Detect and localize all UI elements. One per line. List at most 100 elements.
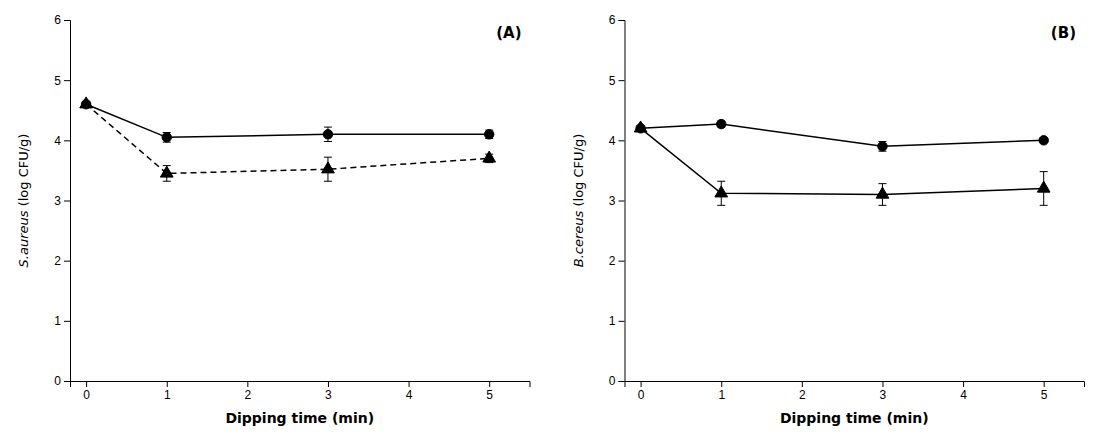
tick-mark [721, 381, 722, 387]
axis-line [625, 382, 1085, 388]
tick: 3 [325, 381, 332, 402]
marker [322, 162, 335, 173]
tick: 0 [609, 374, 625, 388]
panel-label: (A) [496, 24, 521, 42]
tick-label: 5 [54, 74, 61, 88]
tick-label: 0 [54, 374, 61, 388]
tick-label: 0 [609, 374, 616, 388]
marker [634, 121, 647, 132]
panel: 0123450123456Dipping time (min)S.aureus … [16, 13, 530, 426]
tick-mark [328, 381, 329, 387]
tick-label: 4 [406, 388, 413, 402]
panel-label: (B) [1051, 24, 1076, 42]
tick-label: 5 [609, 74, 616, 88]
series-line [86, 104, 489, 137]
tick-mark [1044, 381, 1045, 387]
error-bar [163, 133, 171, 143]
x-axis-title: Dipping time (min) [225, 410, 374, 426]
tick-label: 4 [54, 134, 61, 148]
marker [1039, 136, 1048, 145]
tick-mark [64, 80, 70, 81]
tick: 4 [54, 134, 70, 148]
marker [323, 130, 332, 139]
tick-label: 3 [880, 388, 887, 402]
tick: 5 [1041, 381, 1048, 402]
tick-mark [86, 381, 87, 387]
tick: 5 [486, 381, 493, 402]
marker [1037, 181, 1050, 192]
tick-mark [409, 381, 410, 387]
marker [715, 186, 728, 197]
tick-mark [619, 201, 625, 202]
tick: 1 [718, 381, 725, 402]
tick: 4 [960, 381, 967, 402]
series-line [86, 104, 489, 173]
series [81, 100, 494, 143]
plot-area [80, 97, 496, 181]
tick-mark [641, 381, 642, 387]
tick: 0 [638, 381, 645, 402]
y-axis-title: B.cereus (log CFU/g) [571, 134, 586, 268]
error-bar [324, 127, 332, 141]
tick-label: 2 [609, 254, 616, 268]
tick-label: 5 [486, 388, 493, 402]
tick-mark [247, 381, 248, 387]
tick: 3 [880, 381, 887, 402]
panel: 0 1 2 3 4 5 0 1 2 3 4 5 6 Dipping time (min) B.cereus … [571, 13, 1085, 426]
tick-label: 4 [960, 388, 967, 402]
tick-label: 0 [638, 388, 645, 402]
tick: 2 [799, 381, 806, 402]
tick: 5 [609, 74, 625, 88]
marker [80, 97, 93, 108]
tick-label: 6 [54, 13, 61, 27]
tick: 2 [54, 254, 70, 268]
tick: 6 [609, 13, 625, 27]
tick-mark [802, 381, 803, 387]
marker [876, 187, 889, 198]
series [80, 97, 496, 181]
tick-label: 3 [54, 194, 61, 208]
series [636, 119, 1049, 151]
series-line [641, 124, 1044, 146]
tick-mark [619, 321, 625, 322]
plot-area [634, 119, 1050, 205]
tick-mark [882, 381, 883, 387]
tick-label: 1 [54, 314, 61, 328]
tick-mark [64, 20, 70, 21]
tick-label: 3 [325, 388, 332, 402]
tick: 5 [54, 74, 70, 88]
tick-mark [619, 140, 625, 141]
axis-line [64, 21, 71, 382]
tick: 6 [54, 13, 70, 27]
tick: 2 [245, 381, 252, 402]
series-line [641, 128, 1044, 194]
tick-label: 4 [609, 134, 616, 148]
axis-line [619, 21, 626, 382]
tick-label: 1 [609, 314, 616, 328]
tick-label: 6 [609, 13, 616, 27]
tick-mark [64, 201, 70, 202]
marker [484, 130, 493, 139]
tick: 0 [54, 374, 70, 388]
tick-label: 2 [54, 254, 61, 268]
tick: 4 [406, 381, 413, 402]
chart-root: 0123450123456Dipping time (min)S.aureus … [0, 0, 1109, 436]
tick-mark [64, 381, 70, 382]
tick-label: 0 [83, 388, 90, 402]
tick-label: 3 [609, 194, 616, 208]
tick: 1 [609, 314, 625, 328]
tick-mark [619, 261, 625, 262]
x-axis: 0 1 2 3 4 5 [625, 381, 1085, 402]
tick-mark [619, 381, 625, 382]
tick-mark [64, 261, 70, 262]
tick-mark [489, 381, 490, 387]
tick-label: 1 [718, 388, 725, 402]
marker [162, 133, 171, 142]
tick-label: 1 [164, 388, 171, 402]
tick: 3 [54, 194, 70, 208]
x-axis: 0 1 2 3 4 5 [71, 381, 531, 402]
x-axis-title: Dipping time (min) [780, 410, 929, 426]
tick: 3 [609, 194, 625, 208]
y-axis: 0 1 2 3 4 5 6 [609, 13, 625, 388]
tick-mark [167, 381, 168, 387]
